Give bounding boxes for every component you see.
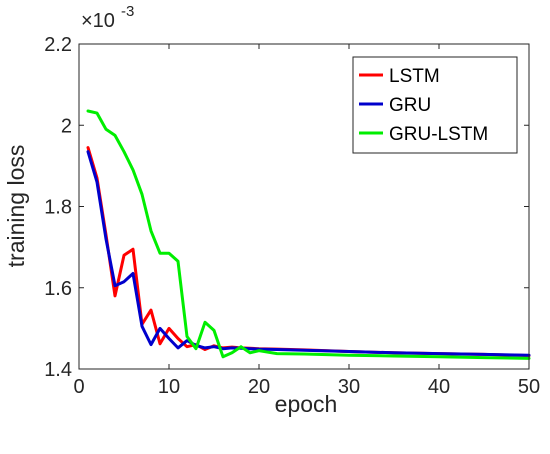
legend-label-lstm: LSTM <box>389 66 440 87</box>
y-tick-label: 1.4 <box>44 359 72 381</box>
series-layer <box>86 109 531 360</box>
x-tick-label: 10 <box>158 376 180 398</box>
x-tick-label: 50 <box>518 376 540 398</box>
x-axis-label: epoch <box>275 391 338 417</box>
x-tick-label: 30 <box>338 376 360 398</box>
x-tick-label: 40 <box>428 376 450 398</box>
legend-label-gru-lstm: GRU-LSTM <box>389 124 488 145</box>
y-tick-label: 1.6 <box>44 278 72 300</box>
axes-layer: 0 10 20 30 40 50 1.4 1.6 1.8 2 2.2 <box>44 34 540 398</box>
y-axis-label: training loss <box>3 145 29 268</box>
y-tick-label: 2 <box>61 115 72 137</box>
y-tick-label: 2.2 <box>44 34 72 56</box>
legend-label-gru: GRU <box>389 95 431 116</box>
x-tick-label: 0 <box>73 376 84 398</box>
series-line-gru <box>86 150 531 357</box>
y-multiplier-base: ×10 <box>81 10 115 32</box>
y-multiplier-exponent: -3 <box>121 3 134 20</box>
y-tick-label: 1.8 <box>44 197 72 219</box>
series-line-gru-lstm <box>86 109 531 360</box>
x-tick-label: 20 <box>248 376 270 398</box>
legend: LSTM GRU GRU-LSTM <box>352 56 518 154</box>
